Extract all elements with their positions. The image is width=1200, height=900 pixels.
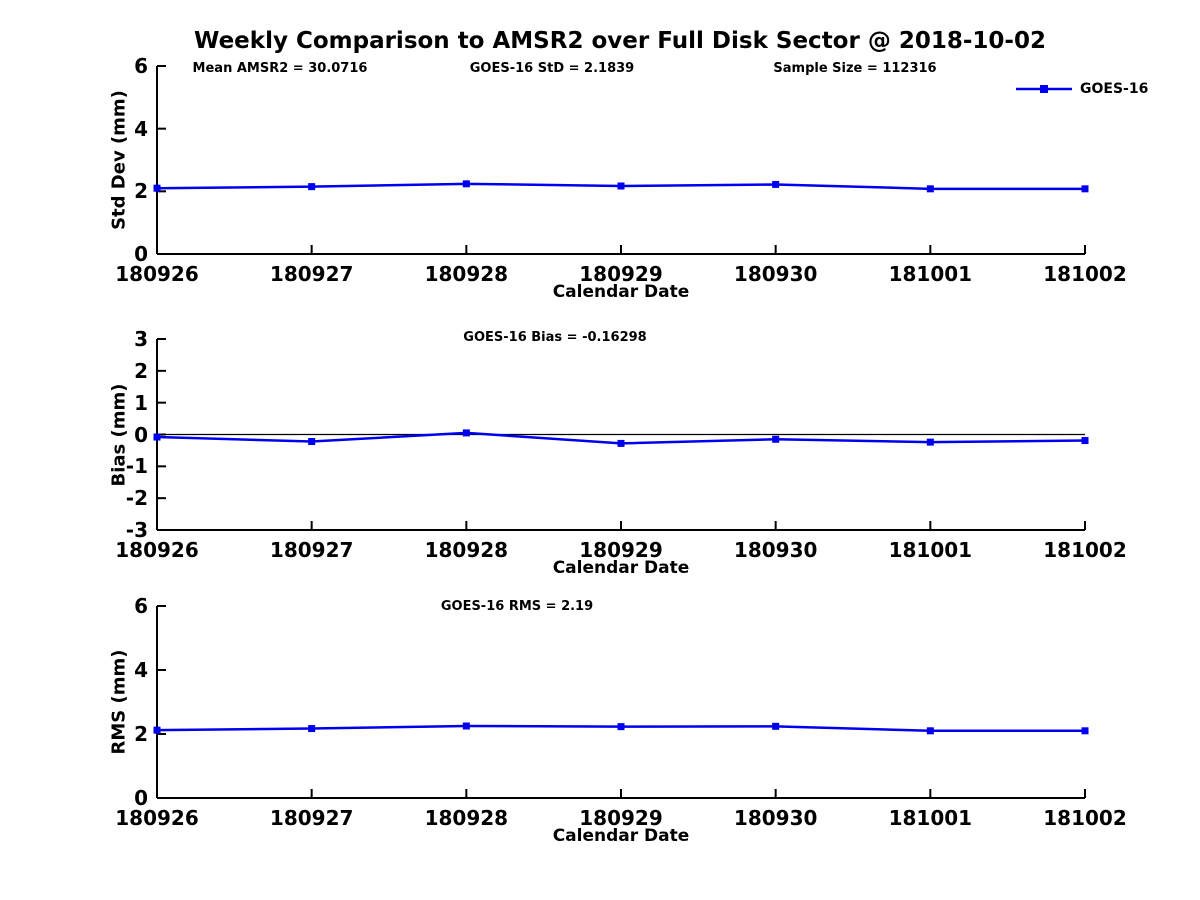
y-tick-label: 2 <box>134 179 148 204</box>
y-tick-label: -2 <box>125 486 148 511</box>
series-marker <box>462 180 470 188</box>
legend-label: GOES-16 <box>1080 81 1149 97</box>
plot-annotation: Sample Size = 112316 <box>773 61 937 76</box>
x-tick-label: 180927 <box>269 538 354 562</box>
x-tick-label: 180926 <box>115 262 199 286</box>
legend-marker-sample <box>1040 85 1048 93</box>
series-marker <box>617 439 625 447</box>
y-tick-label: 2 <box>134 358 148 383</box>
series-marker <box>308 438 316 446</box>
y-tick-label: 4 <box>134 658 148 682</box>
y-tick-label: 0 <box>134 786 148 810</box>
x-tick-label: 181001 <box>888 262 973 286</box>
plot-annotation: GOES-16 Bias = -0.16298 <box>463 330 647 345</box>
x-tick-label: 180926 <box>115 538 199 562</box>
plot-annotation: Mean AMSR2 = 30.0716 <box>192 61 368 76</box>
plot-annotation: GOES-16 StD = 2.1839 <box>469 61 635 76</box>
series-marker <box>772 435 780 443</box>
x-tick-label: 180928 <box>424 538 509 562</box>
x-tick-label: 180929 <box>579 806 663 830</box>
y-axis-title: RMS (mm) <box>108 649 130 755</box>
y-tick-label: -1 <box>125 454 148 479</box>
series-marker <box>153 726 161 734</box>
x-tick-label: 180926 <box>115 806 199 830</box>
series-marker <box>1081 437 1089 445</box>
x-tick-label: 181002 <box>1043 538 1127 562</box>
series-marker <box>308 725 316 733</box>
series-marker <box>1081 727 1089 735</box>
y-tick-label: 3 <box>134 327 148 351</box>
x-tick-label: 180930 <box>733 806 818 830</box>
y-tick-label: 4 <box>134 116 148 141</box>
series-marker <box>772 180 780 188</box>
series-marker <box>153 433 161 441</box>
series-marker <box>926 185 934 193</box>
series-marker <box>617 723 625 731</box>
x-tick-label: 180929 <box>579 262 663 286</box>
y-axis-title: Std Dev (mm) <box>108 90 130 230</box>
chart-title: Weekly Comparison to AMSR2 over Full Dis… <box>194 28 1046 54</box>
y-tick-label: 0 <box>134 242 148 266</box>
y-tick-label: 2 <box>134 722 148 746</box>
y-tick-label: 6 <box>134 54 148 78</box>
series-marker <box>926 727 934 735</box>
y-tick-label: 1 <box>134 390 148 415</box>
series-marker <box>1081 185 1089 193</box>
series-marker <box>462 722 470 730</box>
x-tick-label: 181001 <box>888 538 973 562</box>
series-marker <box>308 183 316 191</box>
x-tick-label: 180930 <box>733 262 818 286</box>
y-tick-label: 0 <box>134 422 148 447</box>
x-axis-title: Calendar Date <box>552 826 690 846</box>
x-tick-label: 180929 <box>579 538 663 562</box>
x-tick-label: 181001 <box>888 806 973 830</box>
series-marker <box>153 184 161 192</box>
y-tick-label: 6 <box>134 594 148 618</box>
y-tick-label: -3 <box>125 518 148 542</box>
plot-annotation: GOES-16 RMS = 2.19 <box>440 599 594 614</box>
x-tick-label: 180927 <box>269 262 354 286</box>
x-axis-title: Calendar Date <box>552 282 690 302</box>
series-marker <box>772 722 780 730</box>
x-tick-label: 180927 <box>269 806 354 830</box>
series-marker <box>617 182 625 190</box>
x-tick-label: 181002 <box>1043 806 1127 830</box>
x-tick-label: 180928 <box>424 262 509 286</box>
series-marker <box>462 429 470 437</box>
x-tick-label: 180930 <box>733 538 818 562</box>
series-marker <box>926 438 934 446</box>
y-axis-title: Bias (mm) <box>108 383 130 486</box>
x-tick-label: 181002 <box>1043 262 1127 286</box>
x-tick-label: 180928 <box>424 806 509 830</box>
x-axis-title: Calendar Date <box>552 558 690 578</box>
